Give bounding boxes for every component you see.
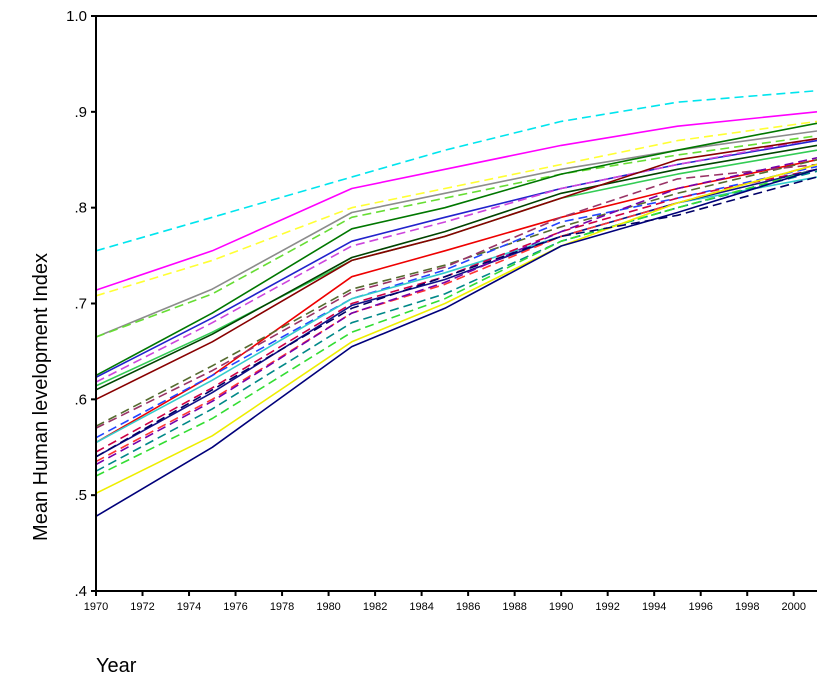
x-tick-label: 1980 xyxy=(316,601,340,613)
series-line-5 xyxy=(95,135,817,338)
y-tick-label: .9 xyxy=(74,104,87,121)
x-tick-label: 1976 xyxy=(223,601,247,613)
x-tick-label: 1984 xyxy=(409,601,433,613)
series-line-6 xyxy=(95,122,817,377)
y-ticks: .4 .5 .6 .7 .8 .9 1.0 xyxy=(66,8,96,600)
x-tick-label: 1992 xyxy=(595,601,619,613)
series-line-1 xyxy=(95,89,817,252)
series-line-20 xyxy=(95,157,817,466)
x-tick-label: 1982 xyxy=(363,601,387,613)
series-line-7 xyxy=(95,139,817,379)
series-line-24 xyxy=(95,168,817,517)
series-line-13 xyxy=(95,159,817,427)
series-line-17 xyxy=(95,168,817,453)
y-tick-label: 1.0 xyxy=(66,8,87,25)
x-tick-label: 1970 xyxy=(84,601,108,613)
x-ticks: 1970 1972 1974 1976 1978 1980 1982 1984 1986 1988… xyxy=(84,591,806,613)
series-line-19 xyxy=(95,163,817,463)
x-tick-label: 1978 xyxy=(270,601,294,613)
series-line-2 xyxy=(95,111,817,291)
x-tick-label: 1988 xyxy=(502,601,526,613)
x-tick-label: 1998 xyxy=(735,601,759,613)
series-line-16 xyxy=(95,176,817,444)
y-tick-label: .6 xyxy=(74,391,87,408)
series-line-22 xyxy=(95,168,817,477)
series-layer xyxy=(95,89,817,517)
x-tick-label: 1996 xyxy=(688,601,712,613)
y-tick-label: .5 xyxy=(74,487,87,504)
series-line-8 xyxy=(95,137,817,383)
y-tick-label: .8 xyxy=(74,200,87,217)
x-tick-label: 1974 xyxy=(177,601,201,613)
y-axis-title: Mean Human levelopment Index xyxy=(30,253,52,541)
y-tick-label: .4 xyxy=(74,583,87,600)
x-tick-label: 2000 xyxy=(781,601,805,613)
series-line-14 xyxy=(95,163,817,429)
series-line-25 xyxy=(95,176,817,458)
series-line-11 xyxy=(95,137,817,401)
series-line-21 xyxy=(95,170,817,472)
x-tick-label: 1972 xyxy=(130,601,154,613)
series-line-3 xyxy=(95,120,817,297)
series-line-4 xyxy=(95,130,817,338)
x-axis-title: Year xyxy=(96,655,137,677)
x-tick-label: 1994 xyxy=(642,601,666,613)
series-line-18 xyxy=(95,168,817,458)
x-tick-label: 1986 xyxy=(456,601,480,613)
y-tick-label: .7 xyxy=(74,296,87,313)
series-line-10 xyxy=(95,144,817,391)
x-tick-label: 1990 xyxy=(549,601,573,613)
axes-layer xyxy=(95,15,817,592)
series-line-23 xyxy=(95,163,817,495)
